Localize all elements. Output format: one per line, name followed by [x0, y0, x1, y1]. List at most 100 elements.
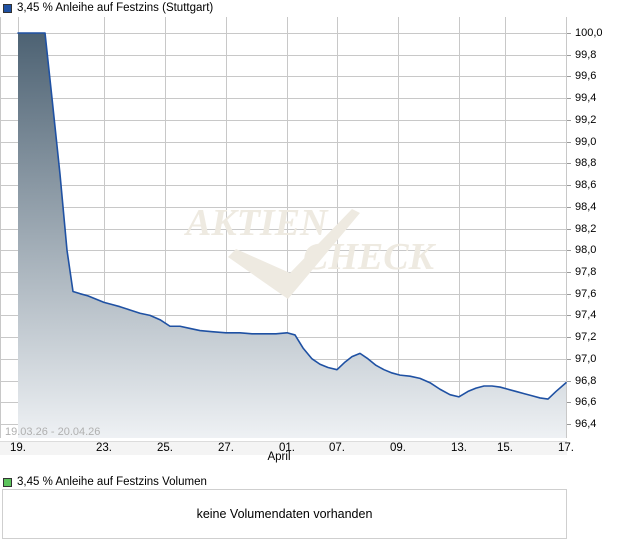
volume-legend-swatch-icon — [3, 478, 12, 487]
price-legend-label: 3,45 % Anleihe auf Festzins (Stuttgart) — [17, 2, 214, 14]
y-axis: 100,0 99,8 99,6 99,4 99,2 99,0 98,8 98,6 98,4 98,… — [567, 17, 620, 438]
gridline-horizontal — [0, 120, 567, 121]
gridline-vertical — [104, 17, 105, 438]
price-series-svg — [17, 32, 567, 438]
y-axis-tick-label: 97,4 — [575, 309, 597, 321]
x-axis-tick-text: 27. — [218, 442, 234, 454]
x-axis-tick-label: 09. — [390, 438, 406, 456]
x-axis-tick-label: 07. — [329, 438, 345, 456]
y-axis-tick: 96,8 — [567, 375, 596, 387]
y-axis-tick-label: 99,2 — [575, 114, 597, 126]
x-axis-range-band — [0, 441, 567, 455]
gridline-horizontal — [0, 55, 567, 56]
y-axis-tick: 96,6 — [567, 396, 596, 408]
y-axis-tick: 99,8 — [567, 49, 596, 61]
price-chart-plot-area[interactable]: AKTIEN CHECK — [0, 17, 567, 455]
y-axis-tick-mark — [567, 336, 571, 338]
y-axis-tick: 98,8 — [567, 157, 596, 169]
y-axis-tick-label: 98,2 — [575, 223, 597, 235]
y-axis-tick: 98,2 — [567, 223, 596, 235]
y-axis-tick-mark — [567, 119, 571, 121]
y-axis-tick-label: 97,0 — [575, 353, 597, 365]
y-axis-tick: 98,4 — [567, 201, 596, 213]
y-axis-tick: 99,6 — [567, 70, 596, 82]
y-axis-tick-mark — [567, 97, 571, 99]
y-axis-tick-mark — [567, 380, 571, 382]
y-axis-tick: 100,0 — [567, 27, 603, 39]
y-axis-tick-label: 98,0 — [575, 244, 597, 256]
x-axis-tick-text: 09. — [390, 442, 406, 454]
y-axis-tick-mark — [567, 358, 571, 360]
date-range-label: 19.03.26 - 20.04.26 — [5, 426, 101, 438]
y-axis-tick: 96,4 — [567, 418, 596, 430]
gridline-vertical — [505, 17, 506, 438]
y-axis-tick-mark — [567, 54, 571, 56]
x-axis-month-label: April — [267, 451, 291, 463]
y-axis-tick: 97,0 — [567, 353, 596, 365]
x-axis-tick-text: 13. — [451, 442, 467, 454]
y-axis-tick-mark — [567, 184, 571, 186]
gridline-vertical — [0, 17, 1, 438]
x-axis-tick-text: 01. — [279, 442, 295, 454]
x-axis-tick-label: 19. — [10, 438, 26, 456]
y-axis-tick-mark — [567, 249, 571, 251]
y-axis-tick-mark — [567, 314, 571, 316]
y-axis-tick: 99,2 — [567, 114, 596, 126]
y-axis-tick-label: 98,4 — [575, 201, 597, 213]
y-axis-tick-mark — [567, 423, 571, 425]
volume-chart-panel[interactable]: keine Volumendaten vorhanden — [2, 489, 567, 539]
x-axis-tick-text: 19. — [10, 442, 26, 454]
x-axis-tick-label: 27. — [218, 438, 234, 456]
x-axis-tick-label: 01. — [279, 438, 295, 456]
y-axis-tick-label: 96,6 — [575, 396, 597, 408]
x-axis-tick-text: 25. — [157, 442, 173, 454]
y-axis-tick-mark — [567, 293, 571, 295]
x-axis-tick-text: 07. — [329, 442, 345, 454]
volume-series-legend[interactable]: 3,45 % Anleihe auf Festzins Volumen — [3, 475, 207, 490]
volume-legend-label: 3,45 % Anleihe auf Festzins Volumen — [17, 476, 207, 488]
volume-empty-message: keine Volumendaten vorhanden — [196, 507, 373, 521]
y-axis-tick-mark — [567, 141, 571, 143]
gridline-horizontal — [0, 76, 567, 77]
gridline-horizontal — [0, 98, 567, 99]
y-axis-tick-label: 97,2 — [575, 331, 597, 343]
gridline-horizontal — [0, 315, 567, 316]
y-axis-tick-mark — [567, 162, 571, 164]
x-axis: April 19. 23. 25. 27. 01. 07. 09. 13. 15. 17. — [0, 438, 574, 470]
y-axis-tick-label: 96,8 — [575, 375, 597, 387]
x-axis-tick-label: 17. — [558, 438, 574, 456]
y-axis-tick-mark — [567, 271, 571, 273]
gridline-horizontal — [0, 142, 567, 143]
gridline-vertical — [398, 17, 399, 438]
price-area-fill — [18, 33, 566, 438]
y-axis-tick-label: 96,4 — [575, 418, 597, 430]
x-axis-tick-label: 23. — [96, 438, 112, 456]
y-axis-tick: 99,4 — [567, 92, 596, 104]
y-axis-tick-label: 97,8 — [575, 266, 597, 278]
y-axis-tick-mark — [567, 228, 571, 230]
y-axis-tick-mark — [567, 32, 571, 34]
gridline-vertical — [165, 17, 166, 438]
y-axis-tick-mark — [567, 206, 571, 208]
gridline-horizontal — [0, 33, 567, 34]
x-axis-tick-text: 15. — [497, 442, 513, 454]
y-axis-tick: 97,6 — [567, 288, 596, 300]
y-axis-tick-label: 99,4 — [575, 92, 597, 104]
y-axis-tick-label: 98,8 — [575, 157, 597, 169]
y-axis-tick-label: 99,8 — [575, 49, 597, 61]
y-axis-tick: 99,0 — [567, 136, 596, 148]
gridline-horizontal — [0, 185, 567, 186]
x-axis-tick-text: 23. — [96, 442, 112, 454]
gridline-horizontal — [0, 207, 567, 208]
gridline-vertical — [566, 17, 567, 438]
y-axis-tick-mark — [567, 401, 571, 403]
y-axis-tick-label: 100,0 — [575, 27, 603, 39]
y-axis-tick-label: 99,0 — [575, 136, 597, 148]
x-axis-tick-label: 25. — [157, 438, 173, 456]
y-axis-tick: 97,2 — [567, 331, 596, 343]
y-axis-tick-label: 99,6 — [575, 70, 597, 82]
x-axis-tick-label: 15. — [497, 438, 513, 456]
price-series-legend[interactable]: 3,45 % Anleihe auf Festzins (Stuttgart) — [3, 1, 213, 16]
price-line — [17, 32, 567, 400]
